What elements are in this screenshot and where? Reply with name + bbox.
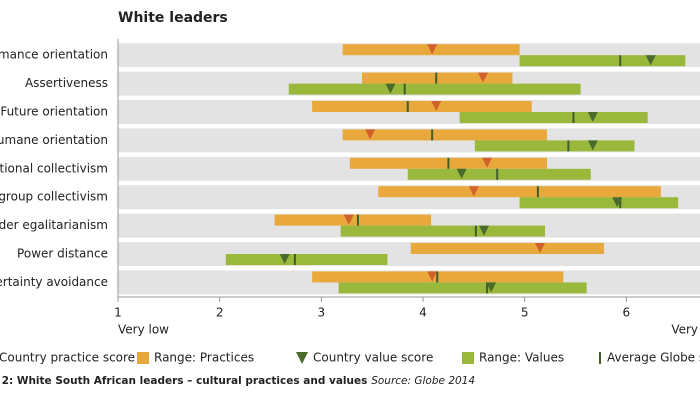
- value-range: [225, 254, 388, 265]
- practice-range: [312, 101, 532, 112]
- annotation: Very high: [671, 323, 700, 337]
- x-tick-label: 1: [114, 306, 122, 320]
- practice-range: [378, 186, 661, 198]
- x-tick-label: 3: [318, 306, 326, 320]
- row-band: [118, 242, 700, 266]
- value-score: [612, 197, 623, 208]
- practice-range: [274, 214, 432, 226]
- practice-range: [342, 129, 548, 141]
- y-tick-label: In-group collectivism: [0, 190, 108, 204]
- value-score: [587, 140, 598, 151]
- legend-label: Average Globe score: [607, 351, 700, 365]
- value-range: [407, 168, 591, 180]
- x-tick-label: 4: [419, 306, 427, 320]
- practice-score: [534, 243, 545, 253]
- value-score: [456, 168, 467, 179]
- practice-score: [468, 186, 479, 197]
- practice-score: [482, 157, 493, 168]
- value-range: [288, 83, 581, 95]
- x-tick-label: 5: [521, 306, 529, 320]
- caption: Figure 2: White South African leaders – …: [0, 374, 475, 388]
- value-score: [479, 225, 489, 236]
- y-tick-label: Assertiveness: [25, 76, 108, 90]
- practice-score: [431, 101, 442, 111]
- legend-label: Country value score: [313, 351, 433, 365]
- x-tick-label: 2: [216, 306, 224, 320]
- caption-text: Figure 2: White South African leaders – …: [0, 375, 367, 387]
- practice-score: [427, 44, 438, 55]
- chart-title: White leaders: [118, 10, 228, 26]
- practice-range: [410, 243, 604, 254]
- annotation: Very low: [118, 323, 169, 337]
- source: Source: Globe 2014: [371, 375, 475, 387]
- legend-label: Range: Values: [479, 351, 564, 365]
- value-score: [486, 282, 497, 293]
- value-range: [519, 55, 686, 67]
- x-tick-label: 6: [623, 306, 631, 320]
- y-tick-label: Power distance: [17, 247, 108, 261]
- y-tick-label: Institutional collectivism: [0, 161, 108, 175]
- legend-swatch: [137, 352, 149, 364]
- y-tick-label: Future orientation: [0, 105, 108, 119]
- value-range: [459, 112, 648, 123]
- practice-score: [427, 271, 438, 282]
- value-score: [645, 55, 656, 66]
- value-score: [385, 83, 396, 94]
- practice-score: [343, 214, 354, 225]
- y-tick-label: Performance orientation: [0, 48, 108, 62]
- legend-swatch: [462, 352, 474, 364]
- y-tick-label: Gender egalitarianism: [0, 218, 108, 232]
- legend-label: Range: Practices: [154, 351, 254, 365]
- y-tick-label: Humane orientation: [0, 133, 108, 147]
- practice-score: [477, 72, 488, 83]
- value-range: [340, 225, 545, 237]
- value-score: [279, 254, 290, 264]
- value-range: [338, 282, 587, 294]
- value-score: [587, 112, 598, 122]
- practice-score: [365, 129, 376, 140]
- legend-label: Country practice score: [0, 351, 135, 365]
- legend-swatch: [296, 352, 308, 364]
- practice-range: [362, 72, 513, 84]
- y-tick-label: Uncertainty avoidance: [0, 275, 108, 289]
- value-range: [519, 197, 679, 209]
- value-range: [474, 140, 635, 152]
